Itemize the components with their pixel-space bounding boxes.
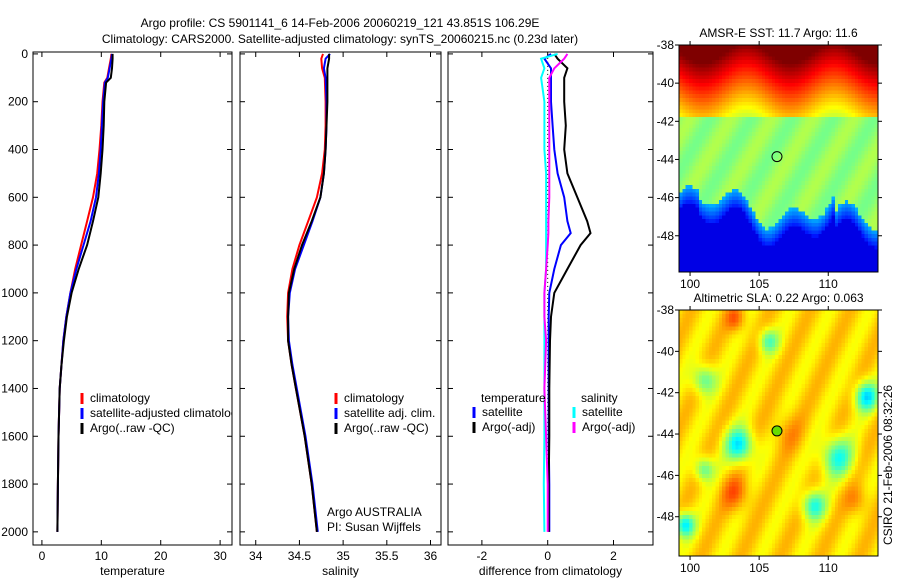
y-tick-label: 400 bbox=[8, 143, 28, 157]
x-tick-label: 34 bbox=[249, 549, 263, 563]
x-axis-label: difference from climatology bbox=[479, 564, 622, 578]
x-tick-label: 0 bbox=[39, 549, 46, 563]
y-tick-label: -42 bbox=[657, 114, 675, 128]
panel-salinity: 34 34.5 35 35.5 36 salinity climatologysatelli… bbox=[239, 51, 442, 578]
map-sst_map: AMSR-E SST: 11.7 Argo: 11.6 100 105 110 -38 -… bbox=[657, 26, 882, 291]
y-tick-label: 600 bbox=[8, 190, 28, 204]
legend-label: Argo(..raw -QC) bbox=[344, 421, 429, 435]
x-axis-label: temperature bbox=[100, 564, 165, 578]
x-tick-label: 30 bbox=[213, 549, 227, 563]
legend-label: Argo(..raw -QC) bbox=[90, 421, 175, 435]
x-tick-label: 34.5 bbox=[288, 549, 312, 563]
x-tick-label: 35.5 bbox=[375, 549, 399, 563]
y-tick-label: 200 bbox=[8, 95, 28, 109]
y-tick-label: 1600 bbox=[1, 429, 28, 443]
series-line-argo-raw-qc- bbox=[56, 53, 114, 532]
axes-box bbox=[239, 51, 442, 546]
legend-label: Argo(-adj) bbox=[482, 420, 535, 434]
footer-stamp: CSIRO 21-Feb-2006 08:32:26 bbox=[881, 385, 895, 545]
legend: temperature salinitysatelliteArgo(-adj)sa… bbox=[472, 391, 635, 434]
legend-label: climatology bbox=[344, 391, 404, 405]
map-title: AMSR-E SST: 11.7 Argo: 11.6 bbox=[699, 26, 858, 40]
legend-label: satellite bbox=[582, 405, 623, 419]
legend-label: satellite bbox=[482, 405, 523, 419]
x-tick-label: 20 bbox=[154, 549, 168, 563]
axes-box bbox=[32, 51, 233, 546]
map-title: Altimetric SLA: 0.22 Argo: 0.063 bbox=[693, 291, 863, 305]
y-tick-label: -40 bbox=[657, 76, 675, 90]
map-frame bbox=[678, 44, 879, 273]
y-tick-label: -38 bbox=[657, 303, 675, 317]
argo-location-marker bbox=[771, 425, 783, 437]
x-tick-label: 10 bbox=[95, 549, 109, 563]
x-tick-label: 105 bbox=[749, 277, 769, 291]
y-tick-label: -44 bbox=[657, 427, 675, 441]
x-tick-label: 2 bbox=[610, 549, 617, 563]
y-tick-label: -48 bbox=[657, 229, 675, 243]
y-tick-label: 1000 bbox=[1, 286, 28, 300]
x-tick-label: 110 bbox=[819, 277, 838, 291]
sst-map-image bbox=[679, 45, 878, 272]
legend-header: temperature bbox=[481, 391, 546, 405]
y-tick-label: 2000 bbox=[1, 525, 28, 539]
legend-label: Argo(-adj) bbox=[582, 420, 635, 434]
y-tick-label: 800 bbox=[8, 238, 28, 252]
y-tick-label: -40 bbox=[657, 344, 675, 358]
title-line-1: Argo profile: CS 5901141_6 14-Feb-2006 2… bbox=[141, 16, 540, 30]
argo-location-marker bbox=[771, 151, 783, 163]
x-tick-label: 105 bbox=[749, 561, 769, 575]
y-tick-label: -46 bbox=[657, 468, 675, 482]
legend-label: satellite-adjusted climatology bbox=[90, 406, 243, 420]
series-line-temperature-argo-adj- bbox=[547, 53, 592, 532]
y-tick-label: 0 bbox=[21, 47, 28, 61]
y-tick-label: -46 bbox=[657, 191, 675, 205]
x-tick-label: -2 bbox=[477, 549, 488, 563]
y-tick-label: -44 bbox=[657, 152, 675, 166]
x-tick-label: 36 bbox=[424, 549, 438, 563]
y-tick-label: -38 bbox=[657, 38, 675, 52]
x-tick-label: 110 bbox=[819, 561, 838, 575]
legend-label: climatology bbox=[90, 391, 150, 405]
x-axis-label: salinity bbox=[322, 564, 359, 578]
credit-line-1: Argo AUSTRALIA bbox=[327, 505, 422, 519]
legend-header: salinity bbox=[581, 391, 618, 405]
series-line-salinity-argo-adj- bbox=[543, 53, 569, 532]
y-tick-label: -42 bbox=[657, 386, 675, 400]
x-tick-label: 100 bbox=[680, 561, 700, 575]
y-tick-label: 1400 bbox=[1, 381, 28, 395]
x-tick-label: 100 bbox=[680, 277, 700, 291]
x-tick-label: 0 bbox=[544, 549, 551, 563]
y-tick-label: 1800 bbox=[1, 477, 28, 491]
y-tick-label: -48 bbox=[657, 510, 675, 524]
title-line-2: Climatology: CARS2000. Satellite-adjuste… bbox=[102, 32, 578, 46]
legend-label: satellite adj. clim. bbox=[344, 406, 435, 420]
map-frame bbox=[678, 309, 879, 557]
x-tick-label: 35 bbox=[336, 549, 350, 563]
credit-line-2: PI: Susan Wijffels bbox=[327, 520, 421, 534]
panel-temperature: 0 10 20 30 0 200 400 600 800 1000 1200 1400 1600 1800… bbox=[1, 47, 243, 578]
axes-box bbox=[447, 51, 654, 546]
series-line-argo-raw-qc- bbox=[287, 53, 331, 533]
y-tick-label: 1200 bbox=[1, 334, 28, 348]
map-sla_map: Altimetric SLA: 0.22 Argo: 0.063 100 105 11… bbox=[657, 291, 882, 575]
